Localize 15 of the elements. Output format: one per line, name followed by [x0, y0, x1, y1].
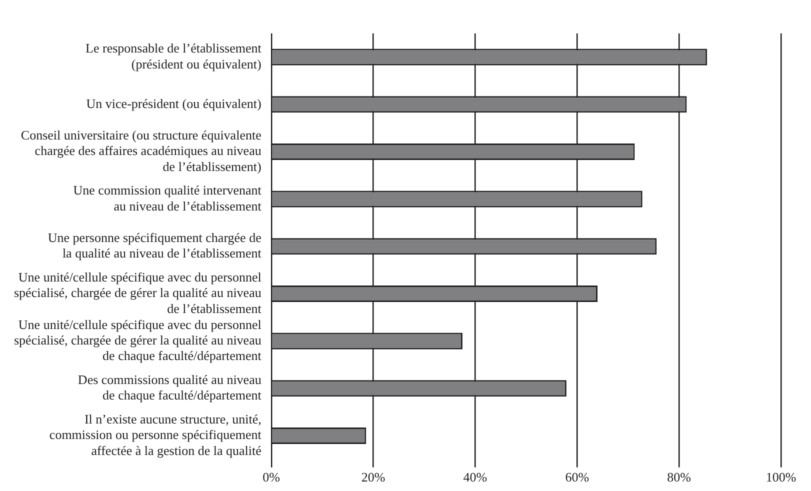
y-tick-label: Une personne spécifiquement chargée de la qualité au niveau de l’établissement: [48, 230, 262, 261]
x-tick-label: 0%: [262, 470, 280, 485]
y-tick-label: Une unité/cellule spécifique avec du personnel spécialisé, chargée de gérer la qualité au niveau de l’établissement: [14, 270, 262, 316]
y-tick-label: Une unité/cellule spécifique avec du personnel spécialisé, chargée de gérer la qualité au niveau de chaque faculté/département: [14, 316, 262, 364]
y-tick-label: Un vice-président (ou équivalent): [86, 96, 262, 111]
x-tick-label: 20%: [361, 470, 386, 485]
y-tick-label: Une commission qualité intervenant au niveau de l’établissement: [73, 182, 262, 214]
y-tick-label: Des commissions qualité au niveau de chaque faculté/département: [78, 372, 262, 403]
y-tick-label: Le responsable de l’établissement (président ou équivalent): [86, 40, 262, 72]
y-tick-label: Conseil universitaire (ou structure équivalente chargée des affaires académiques au niveau de l’établissement): [20, 128, 262, 174]
x-tick-label: 40%: [463, 470, 488, 485]
x-tick-label: 100%: [766, 470, 796, 485]
x-tick-label: 60%: [565, 470, 590, 485]
y-tick-label: Il n’existe aucune structure, unité, commission ou personne spécifiquement affectée à la gestion de la qualité: [49, 412, 262, 458]
x-tick-label: 80%: [667, 470, 692, 485]
